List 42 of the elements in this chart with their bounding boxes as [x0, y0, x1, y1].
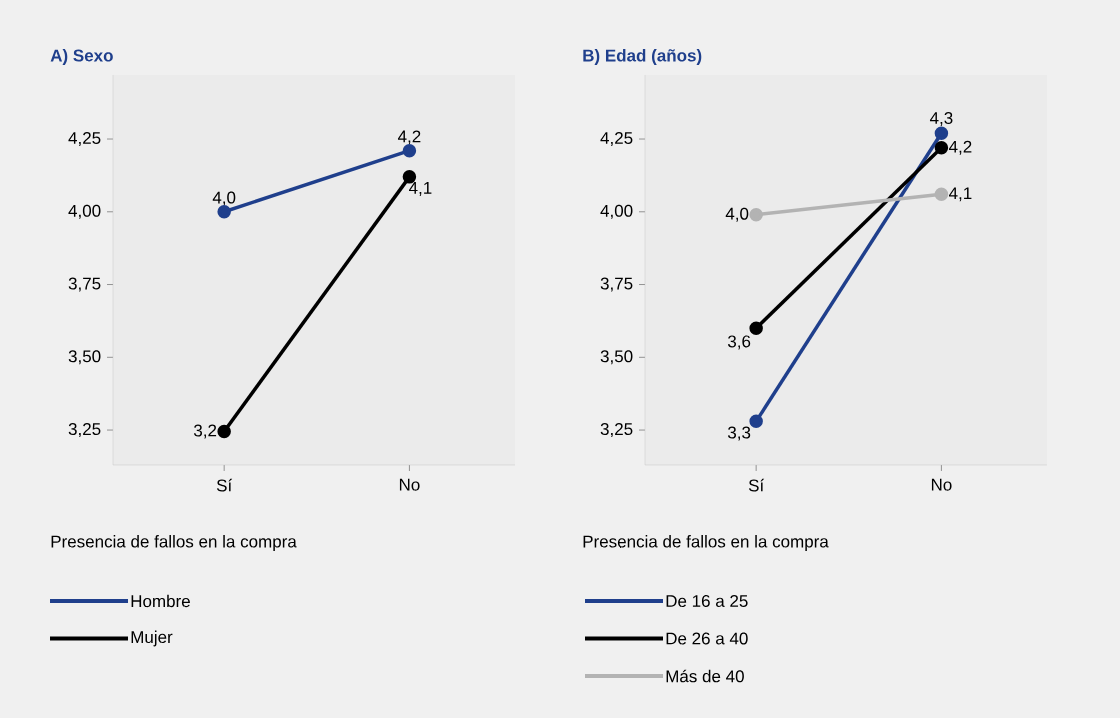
data-label: 4,1 [949, 187, 972, 202]
x-tick-label: Sí [748, 478, 765, 492]
data-label: 3,6 [727, 335, 751, 350]
y-tick-label: 3,75 [68, 277, 101, 292]
point [402, 170, 417, 184]
x-tick-label: Sí [216, 478, 233, 492]
legend-label: Más de 40 [666, 669, 744, 683]
point [217, 205, 231, 219]
y-tick-label: 3,75 [600, 277, 633, 292]
x-tick-label: No [931, 478, 952, 491]
legend-label: De 26 a 40 [666, 632, 748, 645]
point [749, 207, 763, 222]
x-tick-label: No [399, 478, 420, 491]
x-axis-title: Presencia de fallos en la compra [51, 535, 297, 551]
y-tick-label: 4,00 [600, 204, 633, 219]
y-tick-label: 3,25 [600, 423, 633, 438]
x-axis-title: Presencia de fallos en la compra [583, 535, 829, 551]
data-label: 4,0 [725, 207, 749, 222]
data-label: 4,1 [409, 182, 432, 196]
point [749, 321, 763, 335]
point [934, 141, 949, 155]
data-label: 4,2 [397, 130, 421, 145]
data-label: 4,0 [212, 191, 236, 206]
y-tick-label: 3,50 [600, 350, 633, 365]
data-label: 3,3 [727, 426, 751, 441]
chart-title: B) Edad (años) [583, 49, 702, 65]
y-tick-label: 4,25 [68, 132, 101, 147]
data-label: 3,2 [193, 424, 217, 439]
point [934, 187, 949, 202]
data-label: 4,2 [949, 140, 972, 155]
y-tick-label: 4,25 [600, 132, 633, 147]
point [217, 424, 231, 439]
data-label: 4,3 [929, 111, 953, 127]
y-tick-label: 4,00 [68, 204, 101, 219]
chart-title: A) Sexo [50, 49, 113, 65]
y-tick-label: 3,50 [68, 350, 101, 365]
legend-label: De 16 a 25 [666, 594, 748, 608]
y-tick-label: 3,25 [68, 423, 101, 438]
point [934, 126, 949, 140]
point [749, 414, 763, 429]
legend-label: Mujer [131, 630, 173, 647]
legend-label: Hombre [131, 594, 190, 608]
